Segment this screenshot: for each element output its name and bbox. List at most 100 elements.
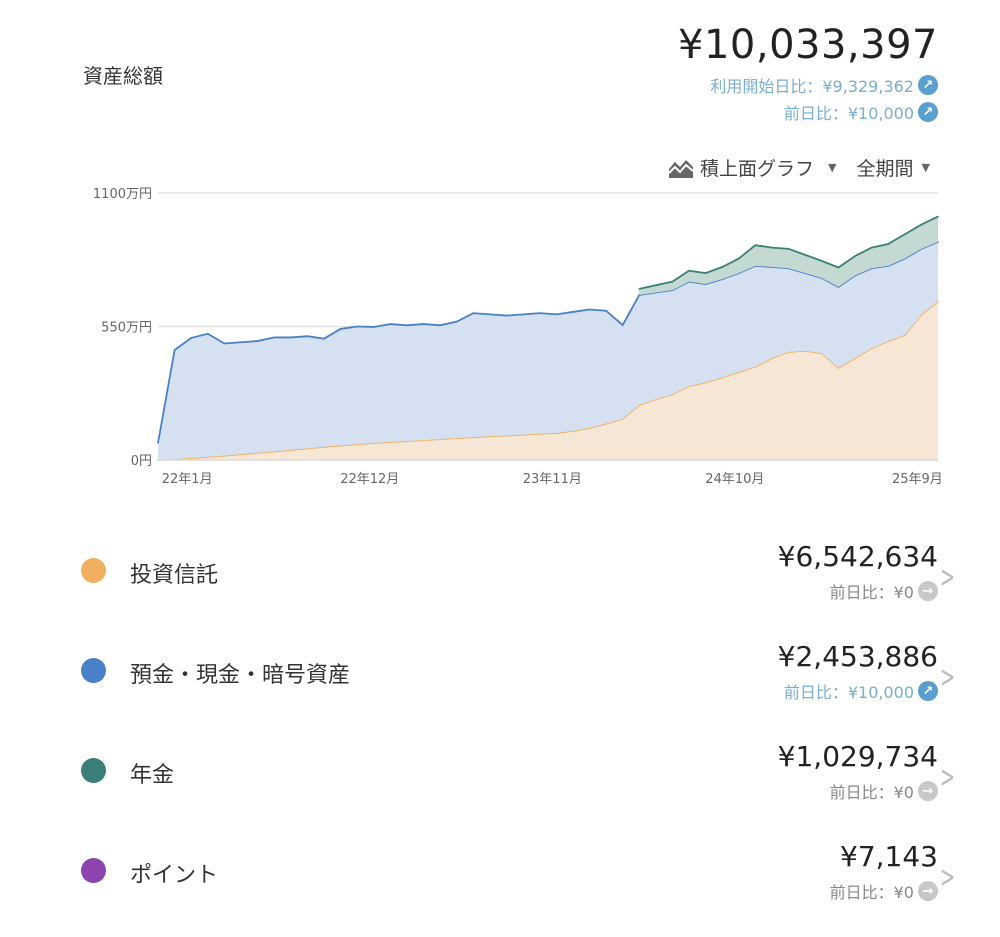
data-point <box>655 284 657 287</box>
data-point <box>372 326 375 328</box>
data-point <box>522 313 524 316</box>
data-point <box>289 336 292 339</box>
category-color-dot <box>81 758 106 783</box>
data-point <box>555 313 558 316</box>
category-day-change-text: 前日比：¥10,000 <box>783 683 914 702</box>
data-point <box>439 324 441 327</box>
arrow-up-right-icon: ↗ <box>918 681 938 701</box>
data-point <box>256 340 259 342</box>
asset-chart[interactable]: 0円 550万円 1100万円 22年1月 22年12月 23年11月 24年10月 25年9… <box>0 180 1000 490</box>
data-point <box>937 215 939 218</box>
category-amount: ¥1,029,734 <box>777 740 938 773</box>
data-point <box>738 257 740 260</box>
chart-type-dropdown[interactable]: 積上面グラフ ▼ <box>668 154 837 181</box>
category-day-change-text: 前日比：¥0 <box>829 583 914 602</box>
category-label: 投資信託 <box>130 563 219 588</box>
category-day-change: 前日比：¥0 → <box>830 779 938 803</box>
y-tick-label: 550万円 <box>101 321 152 336</box>
data-point <box>489 313 491 316</box>
category-day-change: 前日比：¥0 → <box>830 879 938 903</box>
chevron-right-icon: > <box>939 860 955 895</box>
category-row[interactable]: 投資信託 ¥6,542,634 前日比：¥0 → > <box>0 530 1000 630</box>
chart-controls: 積上面グラフ ▼ 全期間 ▼ <box>668 154 930 181</box>
data-point <box>787 248 790 250</box>
since-start-text: 利用開始日比：¥9,329,362 <box>710 77 914 96</box>
category-amount: ¥2,453,886 <box>777 640 938 673</box>
category-day-change-text: 前日比：¥0 <box>829 783 914 802</box>
arrow-right-icon: → <box>918 781 938 801</box>
total-assets: ¥10,033,397 <box>678 22 938 68</box>
data-point <box>306 335 309 338</box>
category-label: ポイント <box>130 863 219 888</box>
category-color-dot <box>81 858 106 883</box>
data-point <box>920 223 923 226</box>
category-color-dot <box>81 558 106 583</box>
data-point <box>505 314 508 317</box>
category-color-dot <box>81 658 106 683</box>
series-area-1 <box>158 241 938 460</box>
series-line-1 <box>157 240 939 444</box>
arrow-right-icon: → <box>918 881 938 901</box>
data-point <box>323 337 325 340</box>
data-point <box>870 246 873 249</box>
chevron-right-icon: > <box>939 560 955 595</box>
category-row[interactable]: 年金 ¥1,029,734 前日比：¥0 → > <box>0 730 1000 830</box>
category-day-change: 前日比：¥10,000 ↗ <box>784 679 938 703</box>
chevron-right-icon: > <box>939 660 955 695</box>
caret-down-icon: ▼ <box>828 161 837 174</box>
chart-type-label: 積上面グラフ <box>700 158 815 180</box>
data-point <box>422 323 425 325</box>
category-row[interactable]: 預金・現金・暗号資産 ¥2,453,886 前日比：¥10,000 ↗ > <box>0 630 1000 730</box>
data-point <box>455 320 458 323</box>
data-point <box>837 266 840 269</box>
data-point <box>854 255 856 257</box>
data-point <box>206 332 209 335</box>
data-point <box>538 312 541 314</box>
data-point <box>389 323 392 325</box>
stacked-area-icon <box>668 159 694 178</box>
category-day-change-text: 前日比：¥0 <box>829 883 914 902</box>
arrow-up-right-icon: ↗ <box>918 102 938 122</box>
period-label: 全期間 <box>856 158 914 180</box>
data-point <box>356 325 358 328</box>
data-point <box>671 280 674 283</box>
y-tick-label: 1100万円 <box>93 187 152 202</box>
x-tick-label: 22年12月 <box>340 472 399 487</box>
data-point <box>771 246 773 249</box>
data-point <box>223 342 226 345</box>
arrow-right-icon: → <box>918 581 938 601</box>
data-point <box>887 243 890 245</box>
x-tick-label: 24年10月 <box>705 472 764 487</box>
data-point <box>339 328 342 330</box>
x-tick-label: 23年11月 <box>523 472 582 487</box>
category-label: 預金・現金・暗号資産 <box>130 663 351 688</box>
category-amount: ¥6,542,634 <box>777 540 938 573</box>
data-point <box>721 266 724 268</box>
day-change-text: 前日比：¥10,000 <box>783 104 914 123</box>
data-point <box>273 336 275 339</box>
category-row[interactable]: ポイント ¥7,143 前日比：¥0 → > <box>0 830 1000 930</box>
period-dropdown[interactable]: 全期間 ▼ <box>857 154 930 181</box>
y-tick-label: 0円 <box>131 454 152 469</box>
data-point <box>190 337 192 339</box>
data-point <box>821 260 823 262</box>
series-area-0 <box>158 301 938 460</box>
x-tick-label: 22年1月 <box>162 472 213 487</box>
data-point <box>157 442 159 444</box>
data-point <box>173 349 176 351</box>
data-point <box>754 244 757 246</box>
data-point <box>904 233 906 236</box>
caret-down-icon: ▼ <box>921 161 930 174</box>
data-point <box>588 308 591 311</box>
arrow-up-right-icon: ↗ <box>918 75 938 95</box>
data-point <box>804 254 807 256</box>
data-point <box>688 269 690 272</box>
category-amount: ¥7,143 <box>840 840 938 873</box>
data-point <box>406 324 408 327</box>
chevron-right-icon: > <box>939 760 955 795</box>
category-day-change: 前日比：¥0 → <box>830 579 938 603</box>
data-point <box>572 311 574 313</box>
data-point <box>621 324 624 326</box>
data-point <box>472 312 475 314</box>
